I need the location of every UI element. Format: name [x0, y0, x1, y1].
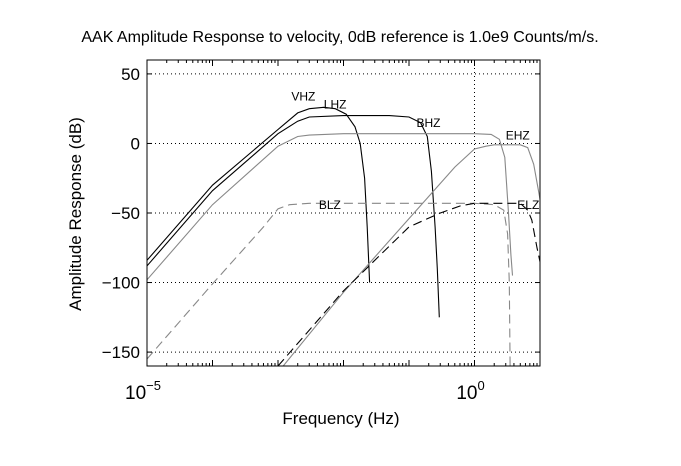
series-label-lhz: LHZ: [324, 98, 347, 112]
y-axis-label: Amplitude Response (dB): [66, 117, 85, 311]
series-line-lhz: [147, 115, 440, 318]
series-line-ehz: [282, 144, 540, 366]
series-label-bhz: BHZ: [416, 116, 440, 130]
series-label-vhz: VHZ: [291, 89, 315, 103]
y-tick-label: −150: [102, 343, 140, 362]
series-line-blz: [147, 202, 511, 366]
x-tick-label: 100: [456, 378, 484, 404]
y-tick-label: 0: [131, 134, 140, 153]
series-label-blz: BLZ: [319, 198, 341, 212]
series-group: [147, 106, 540, 366]
series-line-elz: [277, 202, 540, 366]
y-tick-label: 50: [121, 65, 140, 84]
y-tick-label: −50: [111, 204, 140, 223]
chart-title: AAK Amplitude Response to velocity, 0dB …: [81, 29, 598, 46]
series-line-vhz: [147, 106, 371, 283]
series-label-ehz: EHZ: [506, 128, 530, 142]
y-tick-label: −100: [102, 274, 140, 293]
x-axis-label: Frequency (Hz): [282, 409, 399, 428]
x-tick-label: 10−5: [125, 378, 161, 404]
series-label-elz: ELZ: [517, 198, 539, 212]
